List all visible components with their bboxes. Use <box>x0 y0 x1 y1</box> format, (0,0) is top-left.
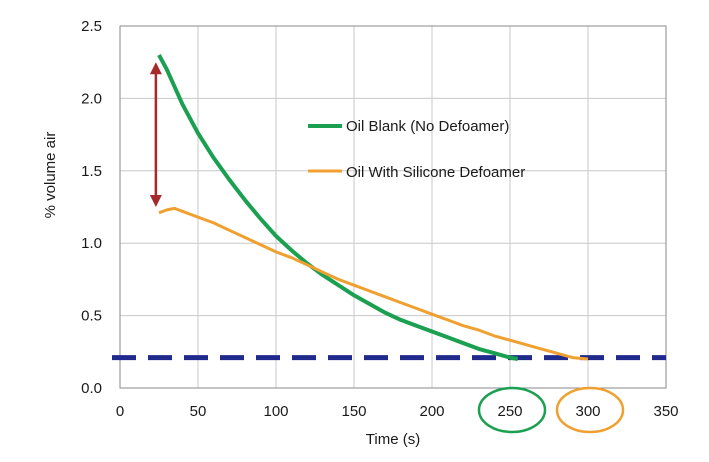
series-layer <box>157 54 589 361</box>
y-tick-label: 0.5 <box>81 308 102 325</box>
legend-label-oil-blank: Oil Blank (No Defoamer) <box>346 118 509 135</box>
x-tick-label: 250 <box>497 403 522 420</box>
y-tick-label: 1.0 <box>81 235 102 252</box>
x-tick-label: 100 <box>263 403 288 420</box>
legend-label-oil-silicone: Oil With Silicone Defoamer <box>346 164 525 181</box>
legend: Oil Blank (No Defoamer) Oil With Silicon… <box>308 118 525 181</box>
highlight-ellipse-250 <box>477 386 547 434</box>
y-tick-label: 0.0 <box>81 380 102 397</box>
series-line-oil-blank <box>157 54 519 361</box>
gridlines <box>119 25 667 389</box>
x-tick-label: 50 <box>190 403 207 420</box>
x-tick-labels: 0 50 100 150 200 250 300 350 <box>116 403 679 420</box>
x-axis-title: Time (s) <box>366 431 420 448</box>
plot-area-frame <box>119 25 667 389</box>
x-tick-label: 200 <box>419 403 444 420</box>
y-tick-labels: 0.0 0.5 1.0 1.5 2.0 2.5 <box>81 18 102 397</box>
difference-arrow-head-down <box>149 195 162 207</box>
x-tick-label: 150 <box>341 403 366 420</box>
y-tick-label: 1.5 <box>81 163 102 180</box>
difference-arrow-head-up <box>149 62 162 75</box>
y-tick-label: 2.5 <box>81 18 102 35</box>
y-tick-label: 2.0 <box>81 90 102 107</box>
highlight-ellipse-300 <box>555 386 625 434</box>
x-tick-label: 350 <box>653 403 678 420</box>
x-tick-label: 0 <box>116 403 124 420</box>
y-axis-title: % volume air <box>42 132 59 219</box>
series-line-oil-silicone <box>158 206 589 361</box>
x-tick-label: 300 <box>575 403 600 420</box>
annotation-layer <box>149 62 625 434</box>
